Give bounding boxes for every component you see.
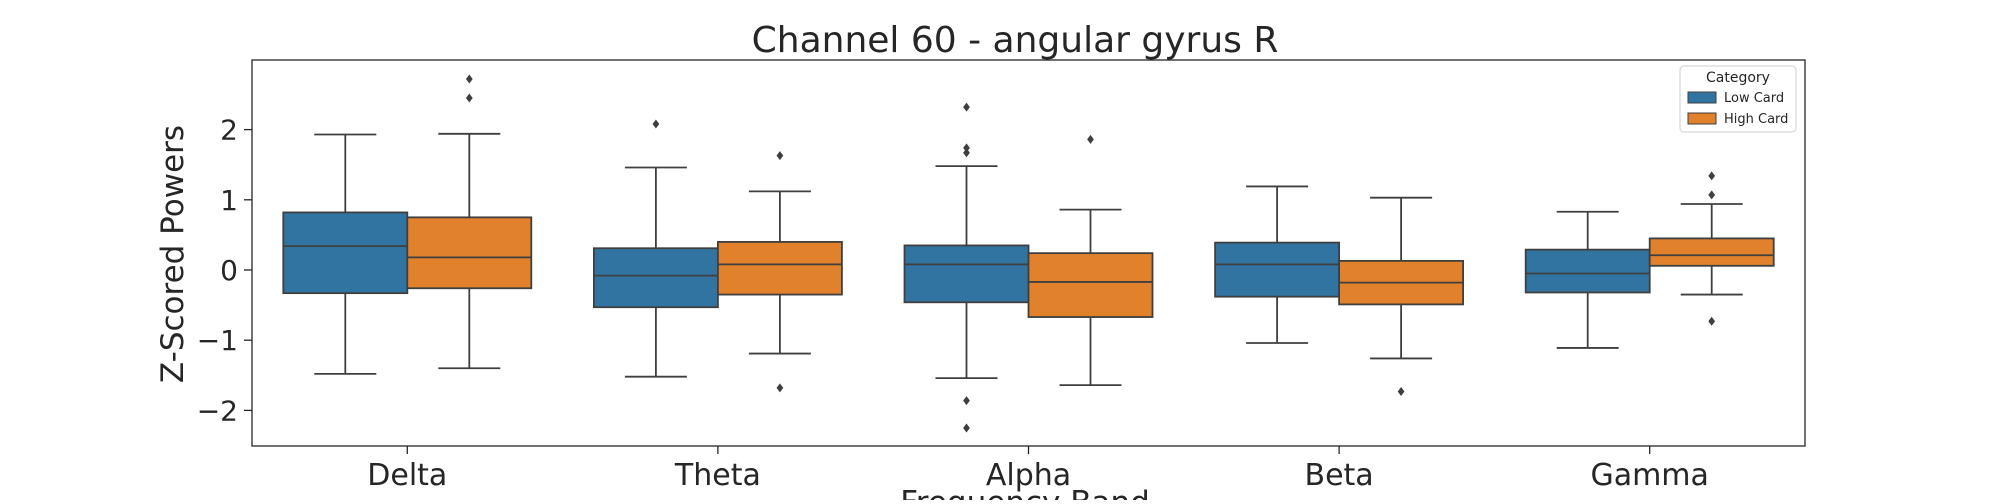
outlier-point <box>776 383 784 393</box>
outlier-point <box>1397 386 1405 396</box>
x-tick-label: Alpha <box>986 458 1071 493</box>
outlier-point <box>776 151 784 161</box>
outlier-point <box>465 93 473 103</box>
outlier-point <box>465 74 473 84</box>
outlier-point <box>963 143 970 153</box>
outlier-point <box>963 148 970 158</box>
outlier-point <box>963 102 970 112</box>
y-tick-label: −1 <box>197 324 238 357</box>
chart-title: Channel 60 - angular gyrus R <box>752 20 1279 61</box>
box <box>406 216 533 290</box>
box <box>717 241 843 296</box>
legend-title: Category <box>1706 70 1770 86</box>
outlier-point <box>1087 134 1094 144</box>
x-tick-label: Theta <box>674 458 761 493</box>
y-tick-label: 0 <box>220 254 238 287</box>
box <box>1027 252 1154 318</box>
plot-area: −2 −1 0 1 2 Delta Theta Alpha Beta Gamma <box>197 59 1806 493</box>
x-tick-label: Delta <box>367 458 447 493</box>
legend-entry: Low Card <box>1724 91 1784 106</box>
outlier-point <box>1708 171 1716 181</box>
x-tick-label: Gamma <box>1590 458 1708 493</box>
legend: Category Low Card High Card <box>1679 65 1797 133</box>
box <box>1214 241 1340 298</box>
outlier-point <box>652 119 660 129</box>
outlier-point <box>1708 316 1716 326</box>
outlier-point <box>963 396 970 406</box>
legend-entry: High Card <box>1724 112 1788 127</box>
box <box>593 247 719 309</box>
legend-swatch <box>1687 112 1717 125</box>
x-tick-label: Beta <box>1305 458 1374 493</box>
box <box>1524 248 1651 294</box>
x-axis-label: Frequency Band <box>900 485 1150 500</box>
box <box>903 244 1030 304</box>
y-axis-label: Z-Scored Powers <box>155 125 191 383</box>
y-tick-label: 1 <box>220 184 238 217</box>
y-tick-label: −2 <box>197 394 238 427</box>
y-tick-label: 2 <box>220 114 238 147</box>
box <box>1648 237 1775 267</box>
box <box>282 211 409 295</box>
outlier-point <box>963 423 970 433</box>
legend-swatch <box>1687 91 1717 104</box>
outlier-point <box>1708 190 1716 200</box>
